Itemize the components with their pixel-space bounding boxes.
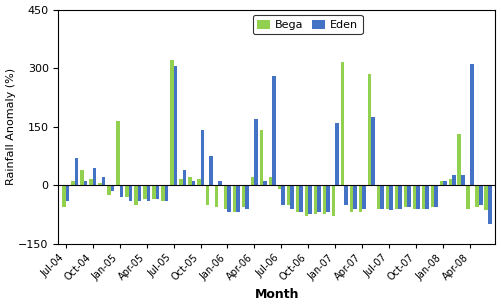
Bar: [116, 121, 120, 185]
Bar: [209, 156, 213, 185]
Bar: [457, 134, 461, 185]
Bar: [206, 185, 209, 205]
Bar: [488, 185, 492, 224]
Bar: [475, 185, 479, 207]
Bar: [89, 179, 93, 185]
Bar: [84, 181, 87, 185]
Bar: [134, 185, 138, 205]
Bar: [380, 185, 384, 208]
Bar: [412, 185, 416, 208]
Bar: [120, 185, 123, 197]
Bar: [161, 185, 164, 201]
Bar: [323, 185, 326, 214]
Bar: [403, 185, 407, 207]
Bar: [107, 185, 111, 195]
Bar: [359, 185, 362, 212]
Bar: [182, 169, 186, 185]
Bar: [335, 123, 339, 185]
Bar: [291, 185, 294, 208]
Bar: [341, 62, 344, 185]
Bar: [389, 185, 393, 211]
Y-axis label: Rainfall Anomaly (%): Rainfall Anomaly (%): [6, 68, 16, 185]
Bar: [215, 185, 218, 207]
Bar: [62, 185, 66, 207]
Bar: [197, 179, 200, 185]
Bar: [425, 185, 429, 208]
X-axis label: Month: Month: [255, 289, 299, 301]
Bar: [300, 185, 303, 212]
Bar: [66, 185, 70, 201]
Bar: [264, 181, 267, 185]
Bar: [232, 185, 236, 212]
Bar: [305, 185, 309, 216]
Bar: [377, 185, 380, 208]
Bar: [191, 181, 195, 185]
Bar: [353, 185, 357, 208]
Bar: [448, 179, 452, 185]
Bar: [147, 185, 150, 201]
Bar: [255, 119, 258, 185]
Bar: [461, 175, 465, 185]
Bar: [344, 185, 348, 205]
Bar: [273, 76, 276, 185]
Bar: [71, 181, 75, 185]
Bar: [296, 185, 300, 212]
Bar: [332, 185, 335, 216]
Legend: Bega, Eden: Bega, Eden: [253, 15, 363, 34]
Bar: [326, 185, 330, 212]
Bar: [269, 177, 273, 185]
Bar: [416, 185, 420, 208]
Bar: [155, 185, 159, 199]
Bar: [236, 185, 240, 212]
Bar: [371, 117, 375, 185]
Bar: [129, 185, 132, 201]
Bar: [395, 185, 398, 208]
Bar: [452, 175, 456, 185]
Bar: [250, 177, 255, 185]
Bar: [434, 185, 438, 207]
Bar: [138, 185, 141, 201]
Bar: [143, 185, 147, 199]
Bar: [125, 185, 129, 197]
Bar: [224, 185, 227, 208]
Bar: [484, 185, 488, 211]
Bar: [75, 158, 78, 185]
Bar: [179, 179, 182, 185]
Bar: [439, 181, 443, 185]
Bar: [470, 64, 474, 185]
Bar: [318, 185, 321, 212]
Bar: [282, 185, 285, 205]
Bar: [227, 185, 231, 212]
Bar: [443, 181, 447, 185]
Bar: [93, 168, 96, 185]
Bar: [314, 185, 318, 214]
Bar: [98, 183, 102, 185]
Bar: [170, 60, 173, 185]
Bar: [173, 66, 177, 185]
Bar: [260, 130, 264, 185]
Bar: [164, 185, 168, 201]
Bar: [309, 185, 312, 214]
Bar: [287, 185, 291, 205]
Bar: [245, 185, 249, 208]
Bar: [80, 169, 84, 185]
Bar: [111, 185, 114, 191]
Bar: [386, 185, 389, 208]
Bar: [368, 74, 371, 185]
Bar: [350, 185, 353, 212]
Bar: [200, 130, 204, 185]
Bar: [188, 177, 191, 185]
Bar: [466, 185, 470, 208]
Bar: [218, 181, 222, 185]
Bar: [479, 185, 483, 205]
Bar: [362, 185, 366, 208]
Bar: [398, 185, 402, 208]
Bar: [278, 185, 282, 189]
Bar: [241, 185, 245, 207]
Bar: [102, 177, 105, 185]
Bar: [430, 185, 434, 207]
Bar: [421, 185, 425, 208]
Bar: [152, 185, 155, 199]
Bar: [407, 185, 411, 207]
